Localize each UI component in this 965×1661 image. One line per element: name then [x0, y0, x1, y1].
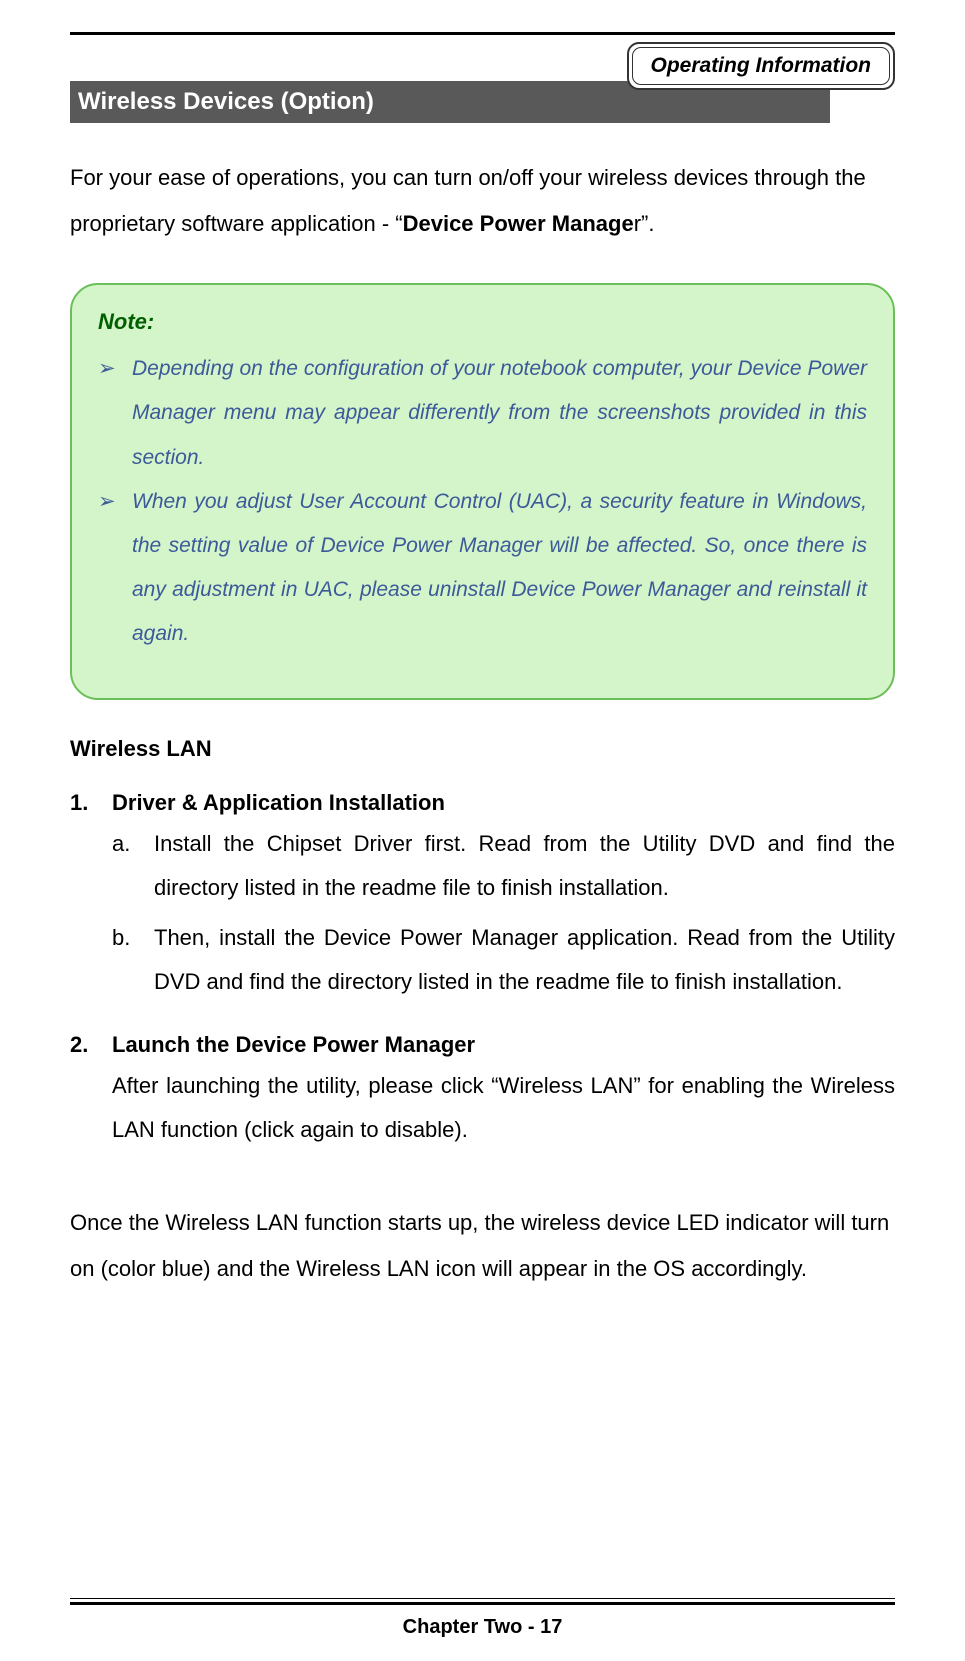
step-1-title-text: Driver & Application Installation — [112, 790, 445, 816]
step-1-number: 1. — [70, 790, 112, 816]
intro-bold: Device Power Manage — [403, 211, 634, 236]
header-label-box: Operating Information — [627, 42, 896, 90]
subsection-title: Wireless LAN — [70, 736, 895, 762]
note-item-text: When you adjust User Account Control (UA… — [132, 480, 867, 656]
step-1b-text: Then, install the Device Power Manager a… — [154, 916, 895, 1004]
step-1a-letter: a. — [112, 822, 154, 910]
step-1a-text: Install the Chipset Driver first. Read f… — [154, 822, 895, 910]
step-1-title: 1. Driver & Application Installation — [70, 790, 895, 816]
step-2-title-text: Launch the Device Power Manager — [112, 1032, 475, 1058]
step-1a: a. Install the Chipset Driver first. Rea… — [112, 822, 895, 910]
note-item-1: ➢ Depending on the configuration of your… — [98, 347, 867, 479]
footer-rules — [70, 1598, 895, 1605]
header-rule — [70, 32, 895, 35]
closing-paragraph: Once the Wireless LAN function starts up… — [70, 1200, 895, 1292]
step-2-body: After launching the utility, please clic… — [112, 1064, 895, 1152]
bullet-icon: ➢ — [98, 347, 132, 479]
note-title: Note: — [98, 309, 867, 335]
note-box: Note: ➢ Depending on the configuration o… — [70, 283, 895, 700]
header-label: Operating Information — [632, 47, 891, 85]
bullet-icon: ➢ — [98, 480, 132, 656]
step-1b: b. Then, install the Device Power Manage… — [112, 916, 895, 1004]
step-2-title: 2. Launch the Device Power Manager — [70, 1032, 895, 1058]
note-item-text: Depending on the configuration of your n… — [132, 347, 867, 479]
step-1: 1. Driver & Application Installation a. … — [70, 790, 895, 1004]
step-2: 2. Launch the Device Power Manager After… — [70, 1032, 895, 1152]
footer-text: Chapter Two - 17 — [0, 1616, 965, 1639]
step-2-number: 2. — [70, 1032, 112, 1058]
intro-paragraph: For your ease of operations, you can tur… — [70, 155, 895, 247]
intro-post: r”. — [634, 211, 655, 236]
step-1b-letter: b. — [112, 916, 154, 1004]
note-item-2: ➢ When you adjust User Account Control (… — [98, 480, 867, 656]
